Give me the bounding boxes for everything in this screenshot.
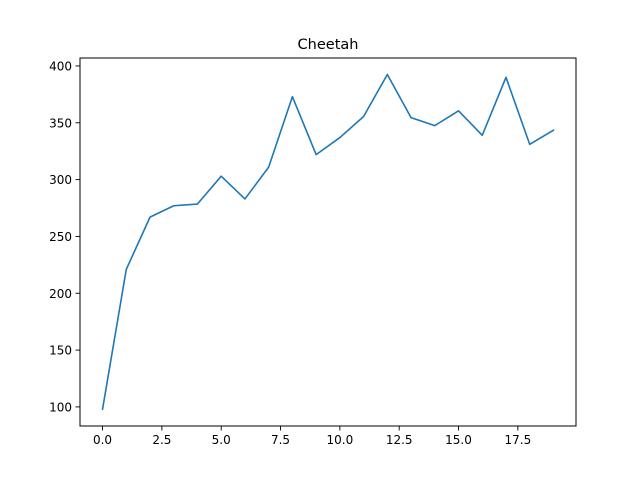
chart-title: Cheetah [298,37,359,53]
x-tick-label: 17.5 [504,433,531,447]
x-tick-label: 15.0 [445,433,472,447]
x-tick-label: 2.5 [152,433,171,447]
series-line [101,73,555,411]
y-tick-label: 350 [49,116,72,130]
y-tick-label: 300 [49,173,72,187]
y-tick-label: 200 [49,287,72,301]
x-tick-label: 0.0 [93,433,112,447]
y-tick-label: 100 [49,400,72,414]
tick-layer: 0.0 2.5 5.0 7.5 10.0 12.5 15.0 17.5 100 150 200 250… [49,59,531,447]
y-tick-label: 400 [49,59,72,73]
y-tick-label: 250 [49,230,72,244]
plot-layer [101,73,555,411]
x-tick-label: 7.5 [271,433,290,447]
x-tick-label: 5.0 [212,433,231,447]
x-tick-label: 12.5 [386,433,413,447]
y-tick-label: 150 [49,344,72,358]
axes-frame [79,57,577,427]
x-tick-label: 10.0 [327,433,354,447]
